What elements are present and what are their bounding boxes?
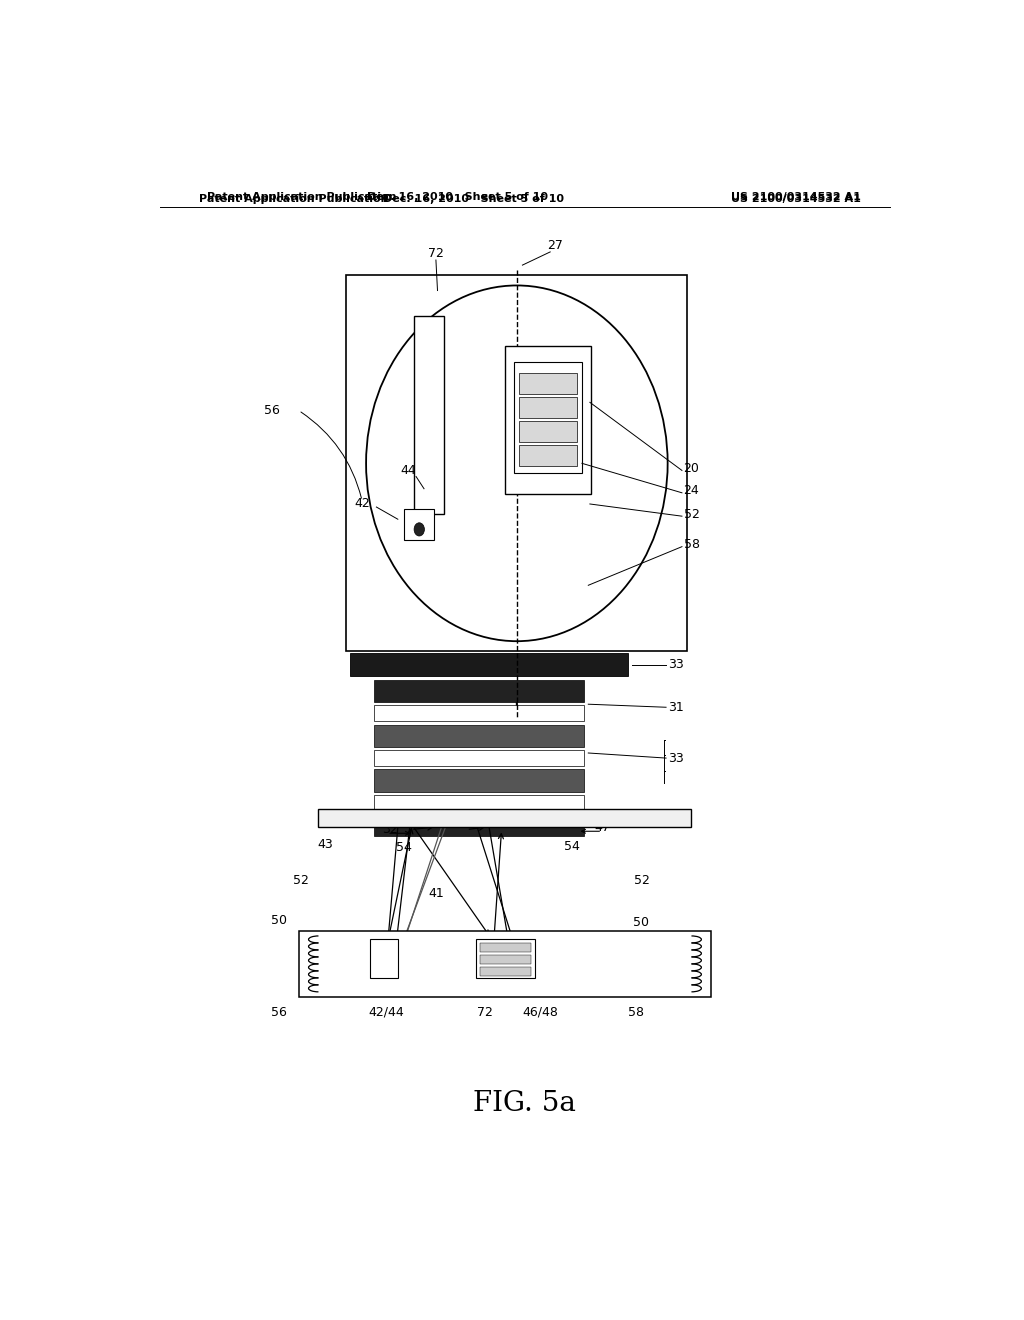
Bar: [374, 750, 585, 766]
Bar: [374, 680, 585, 702]
Text: Dec. 16, 2010   Sheet 5 of 10: Dec. 16, 2010 Sheet 5 of 10: [367, 191, 548, 202]
Bar: [479, 954, 531, 964]
Text: 58: 58: [684, 539, 699, 552]
Bar: [404, 510, 434, 540]
Text: 27: 27: [547, 239, 563, 252]
Text: 44: 44: [400, 463, 416, 477]
Text: Patent Application Publication: Patent Application Publication: [207, 191, 397, 202]
Text: 41: 41: [428, 887, 443, 900]
Text: 33: 33: [668, 751, 683, 764]
Text: 24: 24: [684, 484, 699, 498]
Bar: [475, 939, 536, 978]
Text: 54: 54: [396, 841, 412, 854]
Bar: [350, 653, 628, 676]
Text: 54: 54: [564, 840, 581, 853]
Bar: [519, 397, 578, 418]
Bar: [519, 445, 578, 466]
Bar: [374, 725, 585, 747]
Text: 72: 72: [477, 1006, 494, 1019]
Bar: [370, 939, 397, 978]
Text: 56: 56: [264, 404, 281, 417]
Bar: [374, 770, 585, 792]
Bar: [505, 346, 591, 494]
Text: FIG. 5a: FIG. 5a: [473, 1090, 577, 1117]
Bar: [299, 931, 712, 997]
Text: US 2100/0314532 A1: US 2100/0314532 A1: [731, 194, 861, 205]
Bar: [479, 968, 531, 975]
Text: 43: 43: [317, 838, 333, 851]
Text: 20: 20: [684, 462, 699, 475]
Ellipse shape: [367, 285, 668, 642]
Text: 72: 72: [428, 247, 443, 260]
Text: Dec. 16, 2010   Sheet 5 of 10: Dec. 16, 2010 Sheet 5 of 10: [383, 194, 564, 205]
Text: 47: 47: [595, 821, 610, 834]
Text: 42: 42: [354, 498, 370, 511]
Text: 42/44: 42/44: [368, 1006, 403, 1019]
Bar: [318, 809, 691, 828]
Text: 32: 32: [382, 822, 397, 836]
Text: 31: 31: [668, 701, 683, 714]
Bar: [514, 362, 582, 474]
Bar: [479, 942, 531, 952]
Bar: [374, 814, 585, 837]
Text: 50: 50: [270, 915, 287, 927]
Text: 33: 33: [668, 659, 683, 671]
Bar: [346, 276, 687, 651]
Text: 52: 52: [293, 874, 309, 887]
Text: 58: 58: [628, 1006, 644, 1019]
Bar: [414, 315, 443, 513]
Text: US 2100/0314532 A1: US 2100/0314532 A1: [731, 191, 861, 202]
Text: 50: 50: [634, 916, 649, 929]
Text: 56: 56: [270, 1006, 287, 1019]
Circle shape: [414, 523, 424, 536]
Text: Patent Application Publication: Patent Application Publication: [200, 194, 389, 205]
Bar: [374, 705, 585, 722]
Text: 52: 52: [634, 874, 649, 887]
Text: 46/48: 46/48: [522, 1006, 559, 1019]
Bar: [374, 795, 585, 810]
Text: 52: 52: [684, 508, 699, 520]
Bar: [519, 421, 578, 442]
Bar: [519, 372, 578, 393]
